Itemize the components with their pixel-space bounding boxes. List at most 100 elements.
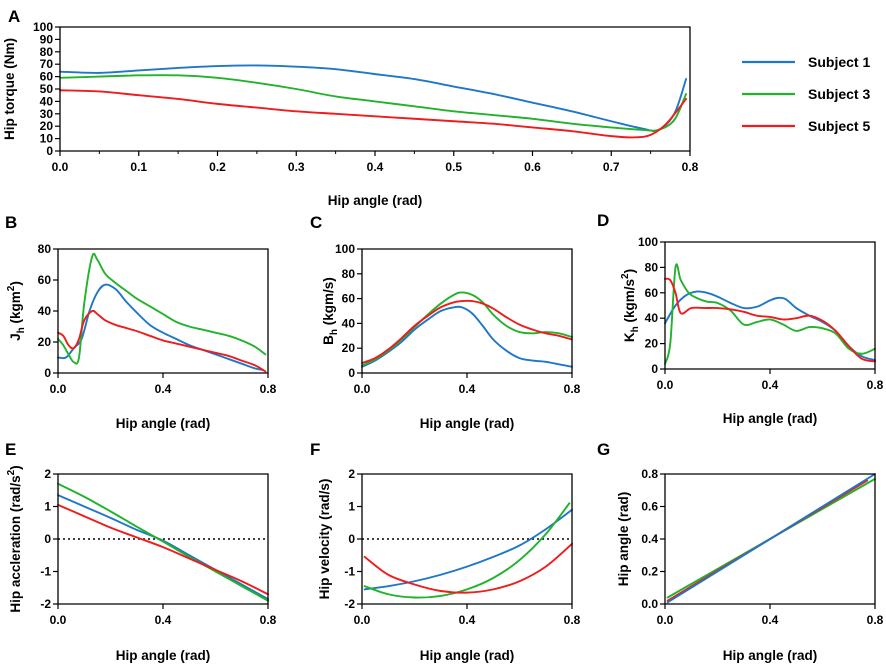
x-tick-label: 0.4 (155, 382, 172, 396)
series-line-subject-1 (363, 508, 573, 591)
panel-g: G 0.0 0.4 0.8 0.0 0.2 0.4 0.6 0.8 Hip angle (rad)… (597, 440, 884, 663)
x-tick-label: 0.0 (657, 378, 674, 392)
y-tick-label: 30 (40, 107, 54, 121)
x-tick-label: 0.1 (130, 160, 147, 174)
panel-label: C (310, 213, 322, 232)
legend-label: Subject 3 (808, 86, 870, 102)
y-tick-label: 2 (44, 467, 51, 481)
y-tick-label: 20 (645, 337, 659, 351)
y-tick-label: 80 (40, 45, 54, 59)
y-tick-label: 80 (38, 242, 52, 256)
x-axis-label: Hip angle (rad) (723, 648, 818, 663)
series-line-subject-3 (59, 74, 688, 132)
y-axis-label-subscript: h (630, 326, 641, 332)
x-tick-label: 0.8 (564, 382, 581, 396)
series-line-subject-3 (664, 263, 876, 365)
y-axis-label-end: ) (8, 281, 23, 286)
x-axis-label: Hip angle (rad) (723, 411, 818, 426)
x-tick-label: 0.8 (682, 160, 699, 174)
axes-frame (59, 26, 691, 152)
y-tick-label: 100 (638, 235, 658, 249)
panel-e: E 0.0 0.4 0.8 -2 -1 0 1 2 Hip angle (rad) Hip accl… (5, 440, 277, 663)
y-axis-label-end: ) (8, 465, 23, 470)
series-line-subject-1 (57, 283, 264, 371)
y-tick-label: 0.6 (641, 500, 658, 514)
panel-label: B (5, 213, 17, 232)
y-axis-label: Bh (kgm/s) (321, 277, 340, 345)
series-line-subject-5 (361, 299, 573, 365)
y-tick-label: 40 (342, 316, 356, 330)
y-axis-label: Kh (kgm/s2) (620, 269, 641, 342)
y-tick-label: 40 (40, 94, 54, 108)
x-tick-label: 0.5 (445, 160, 462, 174)
series-line-subject-1 (59, 64, 688, 132)
legend-label: Subject 5 (808, 118, 870, 134)
x-tick-label: 0.4 (762, 378, 779, 392)
series-line-subject-3 (363, 502, 571, 599)
y-tick-label: 10 (40, 132, 54, 146)
y-axis-label: Jh (kgm2) (6, 281, 27, 341)
series-line-subject-1 (666, 473, 876, 604)
y-axis-label-subscript: h (329, 329, 340, 335)
y-axis-label: Hip velocity (rad/s) (317, 479, 332, 600)
y-tick-label: -2 (344, 597, 355, 611)
x-tick-label: 0.0 (50, 613, 67, 627)
x-tick-label: 0.0 (50, 382, 67, 396)
y-axis-label: Hip torque (Nm) (2, 38, 17, 140)
y-tick-label: 1 (44, 500, 51, 514)
x-tick-label: 0.8 (260, 613, 277, 627)
y-axis-label-unit: (kgm/s) (321, 277, 336, 329)
y-tick-label: 40 (38, 304, 52, 318)
y-tick-label: 0 (348, 366, 355, 380)
panel-b: B 0.0 0.4 0.8 0 20 40 60 80 Hip angle (rad) Jh (kg… (5, 213, 277, 431)
y-tick-label: 50 (40, 82, 54, 96)
y-axis-label-main: Hip velocity (rad/s) (317, 479, 332, 600)
series-line-subject-5 (57, 503, 269, 596)
x-tick-label: 0.3 (288, 160, 305, 174)
panel-f: F 0.0 0.4 0.8 -2 -1 0 1 2 Hip angle (rad) Hip velo… (310, 440, 581, 663)
x-tick-label: 0.0 (354, 382, 371, 396)
y-tick-label: 60 (40, 70, 54, 84)
y-axis-label-subscript: h (16, 327, 27, 333)
y-axis-label-main: B (321, 335, 336, 345)
x-axis-label: Hip angle (rad) (116, 648, 211, 663)
x-tick-label: 0.4 (762, 613, 779, 627)
series-line-subject-5 (664, 277, 876, 363)
y-axis-label-main: Hip angle (rad) (616, 492, 631, 587)
x-tick-label: 0.0 (52, 160, 69, 174)
y-tick-label: 20 (342, 341, 356, 355)
y-axis-label-main: J (8, 333, 23, 341)
y-tick-label: -1 (344, 565, 355, 579)
panel-label: E (5, 440, 16, 459)
y-tick-label: 60 (645, 286, 659, 300)
x-tick-label: 0.6 (524, 160, 541, 174)
y-axis-label-superscript: 2 (6, 469, 17, 475)
y-tick-label: 0 (348, 532, 355, 546)
x-axis-label: Hip angle (rad) (420, 416, 515, 431)
x-tick-label: 0.0 (354, 613, 371, 627)
y-tick-label: 60 (342, 292, 356, 306)
y-axis-label: Hip angle (rad) (616, 492, 631, 587)
y-tick-label: 70 (40, 57, 54, 71)
x-tick-label: 0.8 (867, 378, 884, 392)
panel-label: G (597, 440, 610, 459)
x-tick-label: 0.4 (459, 382, 476, 396)
y-tick-label: 100 (335, 242, 355, 256)
y-tick-label: -1 (40, 565, 51, 579)
y-tick-label: 80 (342, 267, 356, 281)
y-tick-label: 100 (33, 20, 53, 34)
panel-label: D (597, 211, 609, 230)
series-line-subject-1 (361, 305, 573, 368)
series-line-subject-5 (363, 542, 573, 594)
x-tick-label: 0.2 (209, 160, 226, 174)
x-tick-label: 0.0 (657, 613, 674, 627)
x-tick-label: 0.4 (459, 613, 476, 627)
y-axis-label-main: Hip accleration (rad/s (8, 475, 23, 612)
series-line-subject-3 (361, 291, 573, 367)
series-line-subject-5 (57, 309, 267, 373)
series-line-subject-1 (664, 290, 876, 362)
y-tick-label: 80 (645, 260, 659, 274)
y-tick-label: 20 (38, 335, 52, 349)
panel-a: A 0.0 0.1 0.2 0.3 0.4 0.5 0.6 0.7 0.8 010203040506… (2, 7, 699, 208)
x-tick-label: 0.8 (260, 382, 277, 396)
